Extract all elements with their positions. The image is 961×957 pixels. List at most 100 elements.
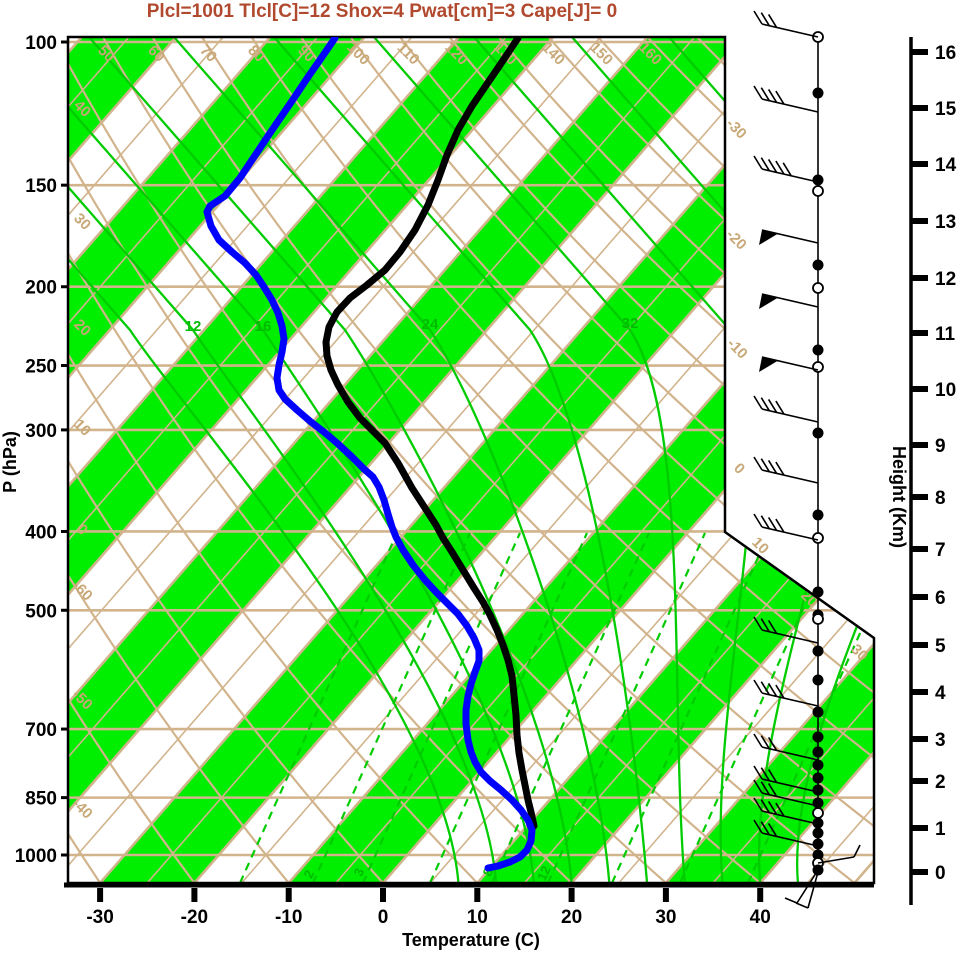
height-tick-label: 1 [935,819,946,840]
wind-barb-tick [795,902,809,909]
pressure-axis: 100 150 200 250 300 400 500 700 850 1000 P (hPa) [0,33,68,867]
mixing-ratio-line [746,532,874,883]
wind-barb-tick [760,87,770,102]
green-band [659,37,874,883]
wind-barb-tick [760,397,770,412]
wind-barb-tick [767,768,778,783]
right-edge-isotherm-label: -10 [724,335,751,362]
wind-barb-tick [760,157,770,172]
wind-barb-tick [767,158,778,173]
isotherm-line [68,37,278,883]
dry-adiabat-line [102,37,856,883]
dry-adiabat-line [448,37,874,883]
wind-barb-tick [767,516,778,531]
wind-barb-tick [775,90,785,105]
wind-level-dot [812,674,824,686]
pressure-tick-label: 700 [25,720,57,741]
wind-barb-tick [775,684,785,699]
wind-barb-shaft [761,526,819,541]
wind-barb-tick [782,162,792,177]
wind-level-dot [812,849,824,861]
x-tick-label: -30 [86,907,113,928]
wind-level-dot [812,706,824,718]
pressure-tick-label: 500 [25,601,57,622]
wind-barb-shaft [817,856,855,864]
wind-barb-tick [760,12,770,27]
green-band [68,37,371,883]
x-tick-label: -10 [275,907,302,928]
wind-level-dot [812,784,824,796]
wind-level-dot [812,827,824,839]
wind-barb-shaft [761,692,819,707]
wind-barb-tick [767,619,778,634]
wind-barb-tick [767,398,778,413]
wind-barb-shaft [807,871,819,909]
x-tick-label: 20 [561,907,582,928]
wind-level-dot [812,759,824,771]
wind-barb-column [753,10,861,909]
isotherm-line [612,37,874,883]
wind-level-dot [812,838,824,850]
wind-barb-shaft [761,408,819,423]
isotherm-line [68,37,608,883]
height-tick-label: 13 [935,212,956,233]
moist-adiabat-line [668,37,874,883]
pressure-tick-label: 100 [25,33,57,54]
wind-barb-tick [760,458,770,473]
wind-barb-shaft [761,792,819,807]
wind-barb-tick [760,821,770,836]
wind-barb-tick [767,822,778,837]
wind-level-dot [812,344,824,356]
wind-barb-shaft [761,810,819,825]
isotherm-line [68,37,702,883]
wind-barb-tick [753,616,763,631]
right-edge-isotherm-label: 10 [748,534,772,558]
height-tick-label: 10 [935,380,956,401]
wind-barb-tick [760,799,770,814]
wind-level-dot [812,797,824,809]
wind-barb-shaft [761,98,819,113]
mixing-ratio-line [311,532,472,883]
wind-level-circle [812,613,824,625]
wind-barb-tick [753,395,763,410]
height-tick-label: 8 [935,488,946,509]
height-tick-label: 4 [935,683,946,704]
height-tick-label: 2 [935,772,946,793]
pressure-tick-label: 150 [25,176,57,197]
height-tick-label: 16 [935,43,956,64]
height-tick-label: 7 [935,540,946,561]
temperature-axis: -30 -20 -10 0 10 20 30 40 Temperature (C) [64,882,874,950]
wind-barb-tick [784,897,798,904]
wind-level-circle [812,361,824,373]
pressure-tick-label: 200 [25,278,57,299]
wind-barb-shaft [796,869,819,904]
wind-barb-shaft [761,469,819,484]
wind-barb-flag [759,357,778,372]
pressure-tick-label: 300 [25,421,57,442]
wind-barb-tick [775,400,785,415]
moist-adiabat-line [68,37,460,883]
wind-barb-tick [760,618,770,633]
wind-barb-tick [767,13,778,28]
green-band [471,37,874,883]
mixing-ratio-line [610,532,771,883]
mixing-ratio-line [361,532,522,883]
wind-barb-tick [767,800,778,815]
x-tick-label: 0 [378,907,389,928]
moist-adiabat-line [88,37,573,883]
mixing-ratio-label: 12 [534,864,554,883]
wind-barb-tick [753,779,763,794]
wind-barb-flag [759,230,778,245]
moist-adiabat-label: 16 [255,318,272,335]
right-edge-isotherm-label: 0 [730,460,748,478]
isotherm-line [68,37,513,883]
dry-adiabat-line [68,37,667,883]
dry-adiabat-line [68,37,573,883]
wind-barb-tick [775,461,785,476]
wind-barb-tick [753,733,763,748]
dry-adiabat-line [68,37,196,883]
isotherm-line [68,37,466,883]
height-tick-label: 3 [935,730,946,751]
